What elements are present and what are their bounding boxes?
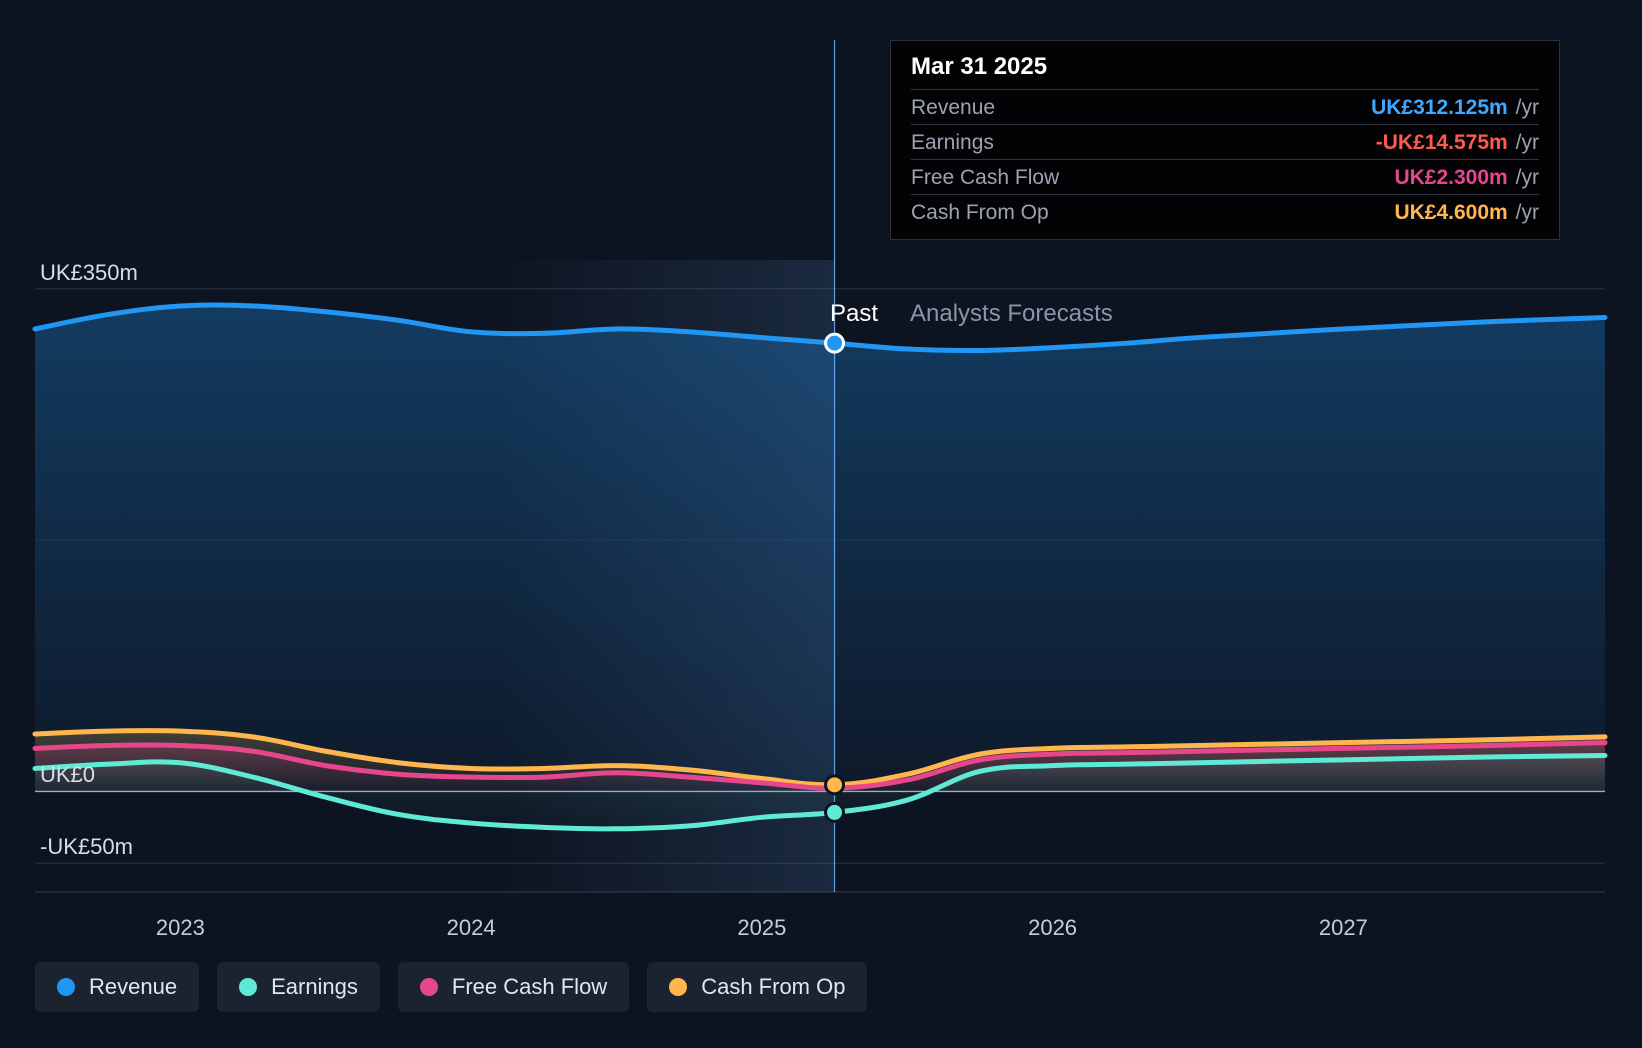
legend-dot-icon xyxy=(239,978,257,996)
tooltip-row-value: UK£4.600m xyxy=(1394,201,1507,225)
legend-dot-icon xyxy=(57,978,75,996)
tooltip-row-value: UK£312.125m xyxy=(1371,96,1508,120)
section-label-past: Past xyxy=(830,300,878,328)
section-label-forecast: Analysts Forecasts xyxy=(910,300,1113,328)
tooltip-row-value: UK£2.300m xyxy=(1394,166,1507,190)
tooltip-row: Free Cash FlowUK£2.300m/yr xyxy=(911,159,1539,194)
tooltip-row-label: Free Cash Flow xyxy=(911,166,1394,190)
tooltip-row-suffix: /yr xyxy=(1516,131,1539,155)
chart-legend: Revenue Earnings Free Cash Flow Cash From O… xyxy=(35,962,867,1012)
x-axis-label: 2027 xyxy=(1319,915,1368,941)
tooltip-row: Cash From OpUK£4.600m/yr xyxy=(911,194,1539,229)
legend-label: Free Cash Flow xyxy=(452,974,607,1000)
tooltip-row: Earnings-UK£14.575m/yr xyxy=(911,124,1539,159)
tooltip-row: RevenueUK£312.125m/yr xyxy=(911,89,1539,124)
tooltip-row-suffix: /yr xyxy=(1516,166,1539,190)
legend-item[interactable]: Revenue xyxy=(35,962,199,1012)
legend-label: Cash From Op xyxy=(701,974,845,1000)
chart-tooltip: Mar 31 2025 RevenueUK£312.125m/yrEarning… xyxy=(890,40,1560,240)
x-axis-label: 2023 xyxy=(156,915,205,941)
tooltip-row-label: Earnings xyxy=(911,131,1376,155)
tooltip-row-label: Cash From Op xyxy=(911,201,1394,225)
legend-label: Revenue xyxy=(89,974,177,1000)
tooltip-row-value: -UK£14.575m xyxy=(1376,131,1508,155)
tooltip-row-label: Revenue xyxy=(911,96,1371,120)
y-axis-label: UK£0 xyxy=(40,762,95,788)
tooltip-row-suffix: /yr xyxy=(1516,201,1539,225)
financials-chart: UK£350mUK£0-UK£50m 20232024202520262027 … xyxy=(0,0,1642,1048)
legend-item[interactable]: Free Cash Flow xyxy=(398,962,629,1012)
legend-dot-icon xyxy=(420,978,438,996)
tooltip-row-suffix: /yr xyxy=(1516,96,1539,120)
x-axis-label: 2024 xyxy=(447,915,496,941)
legend-item[interactable]: Earnings xyxy=(217,962,380,1012)
x-axis-label: 2026 xyxy=(1028,915,1077,941)
y-axis-label: -UK£50m xyxy=(40,834,133,860)
legend-label: Earnings xyxy=(271,974,358,1000)
legend-dot-icon xyxy=(669,978,687,996)
legend-item[interactable]: Cash From Op xyxy=(647,962,867,1012)
x-axis-label: 2025 xyxy=(737,915,786,941)
tooltip-date: Mar 31 2025 xyxy=(911,53,1539,89)
y-axis-label: UK£350m xyxy=(40,260,138,286)
